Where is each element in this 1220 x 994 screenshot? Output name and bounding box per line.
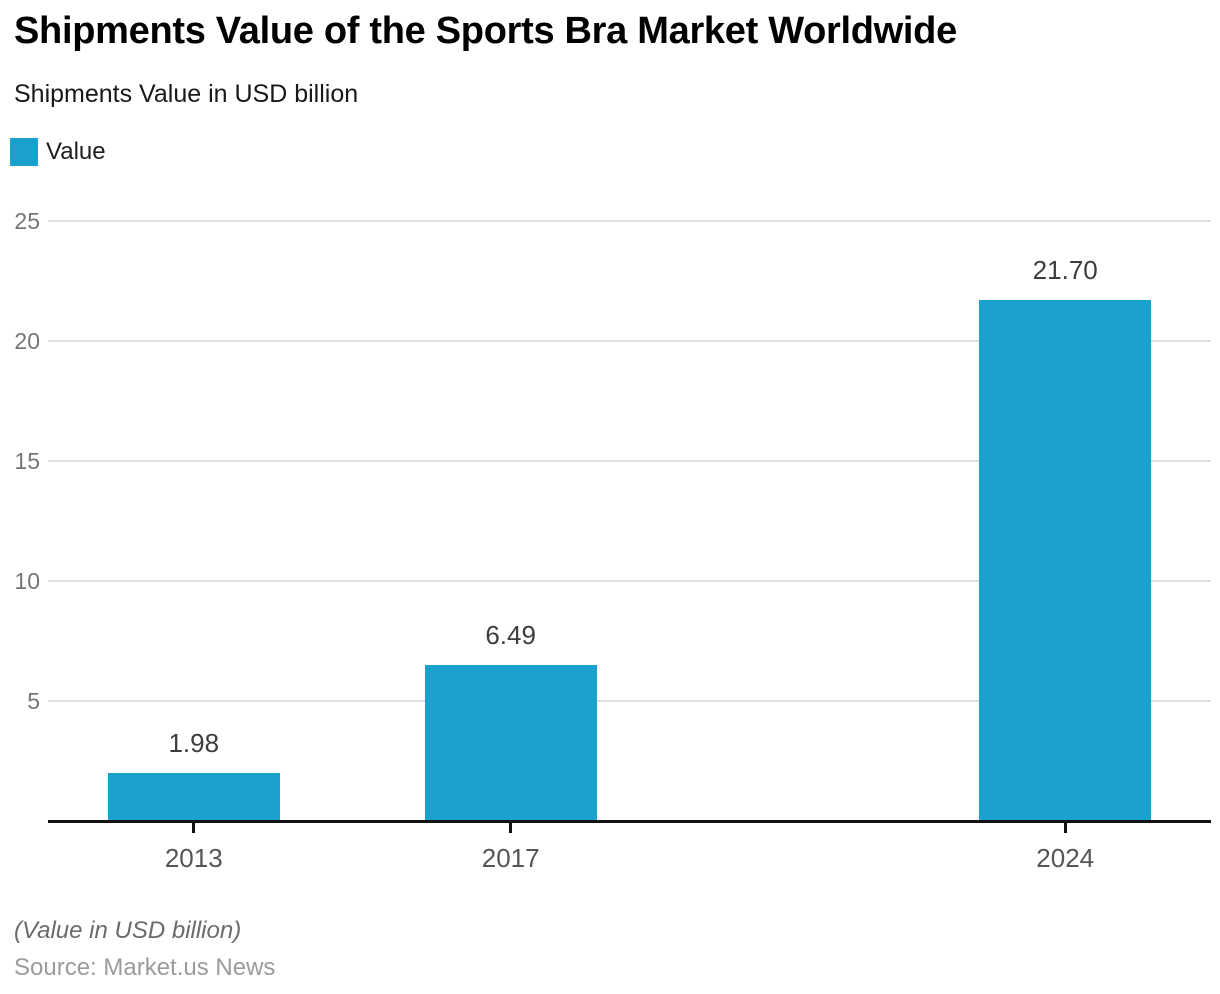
- gridline-5: [48, 700, 1211, 702]
- x-axis-tick-2017: [509, 823, 513, 833]
- x-axis-label-2024: 2024: [1036, 843, 1095, 873]
- chart-subtitle: Shipments Value in USD billion: [14, 80, 359, 108]
- gridline-15: [48, 460, 1211, 462]
- gridline-20: [48, 340, 1211, 342]
- legend-swatch-icon: [10, 138, 38, 166]
- footer-source: Source: Market.us News: [14, 954, 276, 981]
- bar-2024[interactable]: [979, 300, 1152, 821]
- legend: Value: [10, 138, 106, 166]
- x-axis-label-2017: 2017: [481, 843, 540, 873]
- plot-area: 5 10 15 20 25 1.98 2013 6.49 2017 21.70 2024: [14, 208, 1211, 873]
- y-axis-label-25: 25: [14, 208, 40, 234]
- value-label-2013: 1.98: [168, 728, 220, 759]
- gridline-10: [48, 580, 1211, 582]
- bar-2013[interactable]: [107, 773, 280, 821]
- chart-title: Shipments Value of the Sports Bra Market…: [14, 10, 957, 52]
- x-axis-line: [48, 820, 1211, 823]
- y-axis-label-5: 5: [27, 688, 40, 714]
- value-label-2024: 21.70: [1032, 255, 1098, 286]
- y-axis-label-10: 10: [14, 568, 40, 594]
- gridline-25: [48, 220, 1211, 222]
- x-axis-tick-2024: [1063, 823, 1067, 833]
- bar-2017[interactable]: [424, 665, 597, 821]
- x-axis-tick-2013: [192, 823, 196, 833]
- value-label-2017: 6.49: [485, 620, 536, 651]
- y-axis-label-20: 20: [14, 328, 40, 354]
- footer-note: (Value in USD billion): [14, 917, 242, 944]
- legend-item-value[interactable]: Value: [46, 138, 106, 165]
- x-axis-label-2013: 2013: [164, 843, 223, 873]
- y-axis-label-15: 15: [14, 448, 40, 474]
